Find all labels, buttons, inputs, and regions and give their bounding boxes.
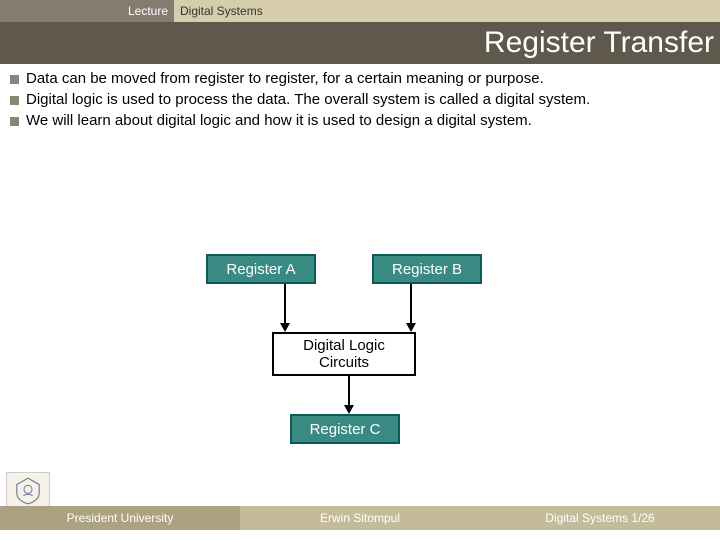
bullet-item: Digital logic is used to process the dat… xyxy=(8,91,712,110)
bullet-list: Data can be moved from register to regis… xyxy=(8,70,712,130)
diagram-arrow xyxy=(344,376,354,414)
footer: President University Erwin Sitompul Digi… xyxy=(0,506,720,540)
bullet-item: We will learn about digital logic and ho… xyxy=(8,112,712,131)
diagram-node-regA: Register A xyxy=(206,254,316,284)
footer-left: President University xyxy=(0,506,240,530)
crest-icon xyxy=(12,476,44,506)
slide-body: Data can be moved from register to regis… xyxy=(0,64,720,506)
bullet-item: Data can be moved from register to regis… xyxy=(8,70,712,89)
page-title: Register Transfer xyxy=(484,26,714,60)
diagram-node-regB: Register B xyxy=(372,254,482,284)
diagram-arrow xyxy=(280,284,290,332)
diagram-node-dlc: Digital Logic Circuits xyxy=(272,332,416,376)
footer-center: Erwin Sitompul xyxy=(240,506,480,530)
university-logo xyxy=(6,472,50,510)
footer-right: Digital Systems 1/26 xyxy=(480,506,720,530)
register-transfer-diagram: Register A Register B Digital Logic Circui… xyxy=(0,254,720,494)
course-name: Digital Systems xyxy=(174,0,720,22)
lecture-label: Lecture xyxy=(0,0,174,22)
header: Lecture Digital Systems Register Transfe… xyxy=(0,0,720,64)
diagram-node-regC: Register C xyxy=(290,414,400,444)
diagram-arrow xyxy=(406,284,416,332)
